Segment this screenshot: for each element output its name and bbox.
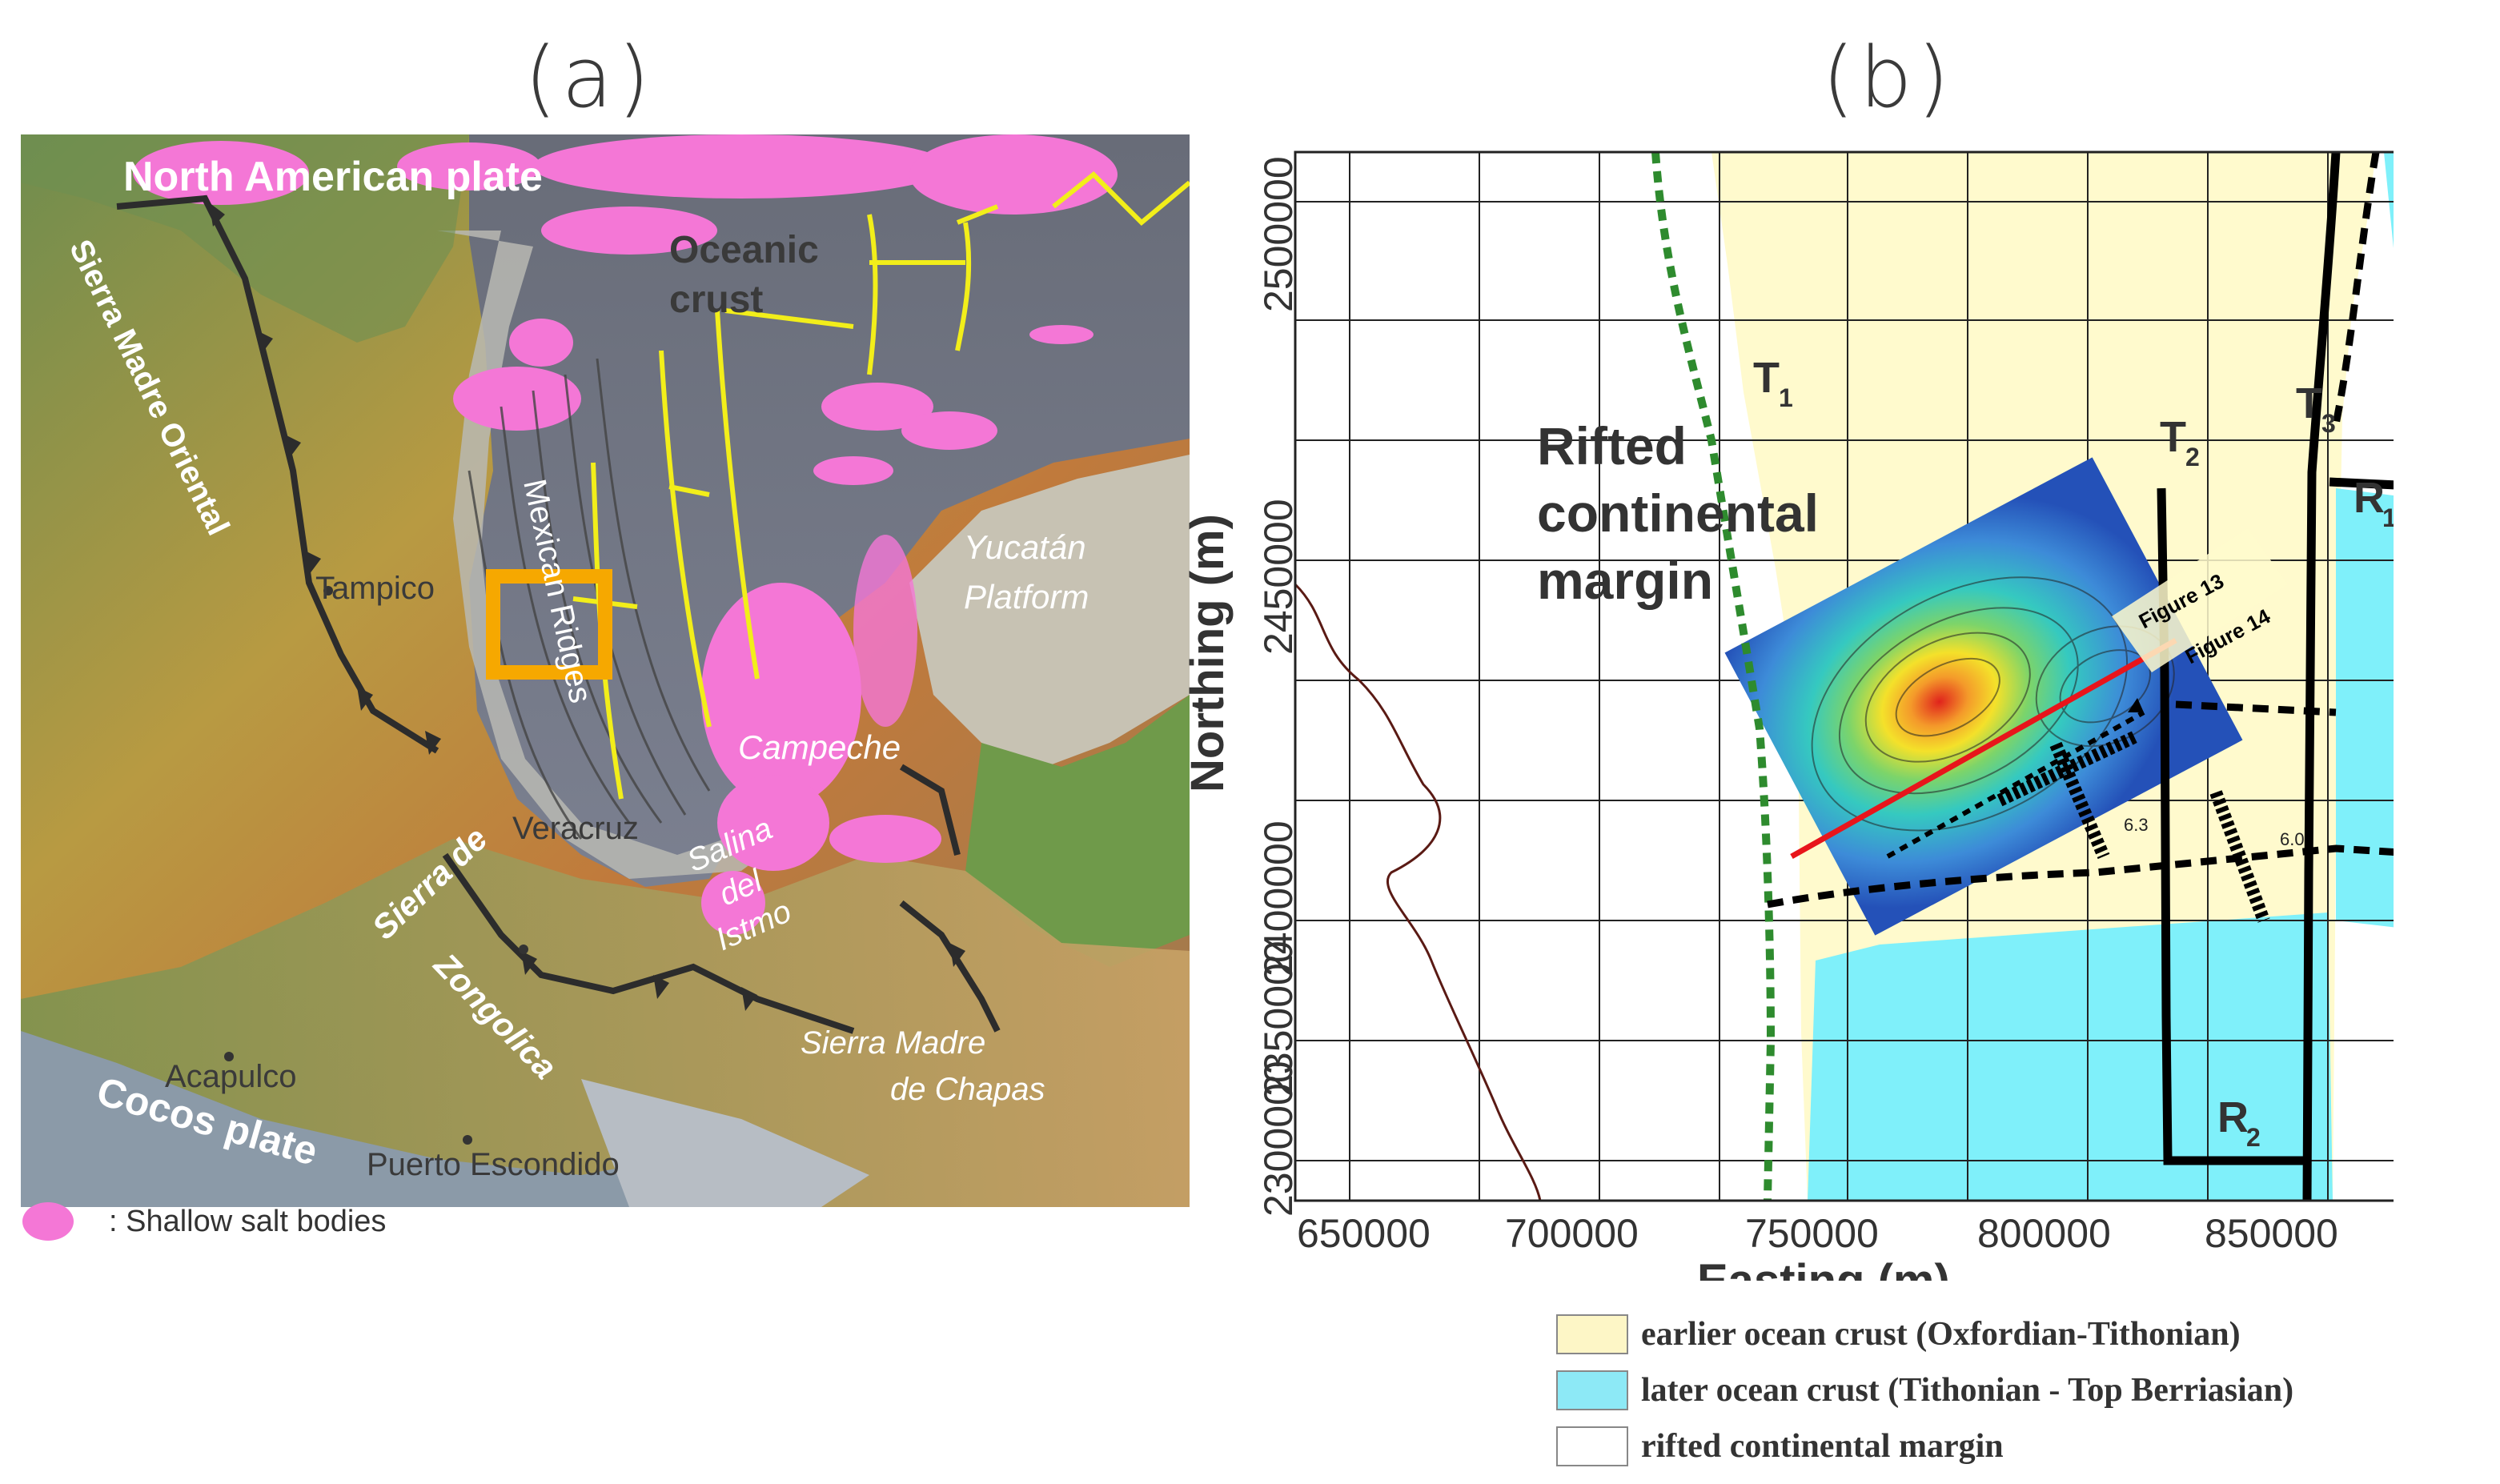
t3-subscript: 3 — [2321, 409, 2336, 438]
x-tick-800000: 800000 — [1977, 1211, 2111, 1256]
r1-subscript: 1 — [2382, 503, 2394, 532]
thrust-teeth — [209, 203, 965, 1011]
label-veracruz: Veracruz — [512, 811, 639, 846]
panel-b-map: Figure 13 Figure 14 6.3 6.0 Rifted conti… — [1182, 150, 2394, 1281]
x-axis-title: Easting (m) — [1697, 1255, 1950, 1281]
legend-row-rifted-margin: rifted continental margin — [1556, 1426, 2004, 1466]
contour-label-a: 6.3 — [2124, 815, 2149, 835]
t1-label: T — [1753, 354, 1780, 402]
y-tick-2500000: 2500000 — [1256, 156, 1301, 312]
label-oceanic-2: crust — [669, 279, 763, 321]
salt-bodies — [133, 134, 1118, 935]
x-tick-700000: 700000 — [1505, 1211, 1639, 1256]
label-north-american-plate: North American plate — [123, 154, 543, 200]
x-tick-850000: 850000 — [2205, 1211, 2338, 1256]
legend-label-late-crust: later ocean crust (Tithonian - Top Berri… — [1641, 1372, 2294, 1409]
contour-label-b: 6.0 — [2280, 829, 2305, 849]
legend-row-late-crust: later ocean crust (Tithonian - Top Berri… — [1556, 1370, 2293, 1410]
label-yucatan-2: Platform — [964, 578, 1089, 616]
t2-label: T — [2160, 413, 2186, 461]
label-sierra-chapas-2: de Chapas — [890, 1072, 1045, 1107]
r2-subscript: 2 — [2246, 1123, 2261, 1152]
r2-label: R — [2217, 1093, 2249, 1141]
label-oceanic-1: Oceanic — [669, 229, 819, 271]
legend-swatch-rifted-margin — [1556, 1426, 1628, 1466]
late-crust-south — [1808, 912, 2333, 1201]
legend-swatch-late-crust — [1556, 1370, 1628, 1410]
y-tick-2350000: 2350000 — [1256, 941, 1301, 1097]
rifted-label-2: continental — [1537, 483, 1819, 543]
rifted-label-1: Rifted — [1537, 416, 1687, 475]
legend-label-early-crust: earlier ocean crust (Oxfordian-Tithonian… — [1641, 1316, 2241, 1353]
y-axis-title: Northing (m) — [1182, 514, 1234, 792]
crust-boundaries — [1767, 151, 2394, 908]
profile-figure-14 — [1886, 710, 2145, 859]
t2-subscript: 2 — [2185, 443, 2200, 471]
t1-boundary — [1651, 151, 1776, 1201]
legend-row-early-crust: earlier ocean crust (Oxfordian-Tithonian… — [1556, 1314, 2241, 1354]
label-yucatan-1: Yucatán — [964, 528, 1086, 566]
x-tick-750000: 750000 — [1745, 1211, 1879, 1256]
y-tick-2400000: 2400000 — [1256, 820, 1301, 977]
label-tampico: Tampico — [315, 571, 435, 606]
profile-figure-13 — [1790, 637, 2177, 860]
t3-label: T — [2296, 379, 2322, 427]
salt-legend-label: : Shallow salt bodies — [109, 1204, 387, 1238]
panel-b-label: (b) — [1822, 29, 1955, 126]
legend-swatch-early-crust — [1556, 1314, 1628, 1354]
y-tick-2450000: 2450000 — [1256, 499, 1301, 655]
label-campeche: Campeche — [738, 728, 901, 766]
t1-subscript: 1 — [1779, 383, 1793, 412]
y-tick-2300000: 2300000 — [1256, 1061, 1301, 1217]
panel-a-label: (a) — [524, 29, 655, 126]
coastline — [1294, 583, 1542, 1201]
label-puerto-escondido: Puerto Escondido — [367, 1147, 620, 1182]
salt-legend-swatch — [22, 1202, 74, 1241]
study-area-box — [486, 569, 612, 680]
late-crust-middle — [2336, 488, 2394, 928]
x-tick-650000: 650000 — [1297, 1211, 1431, 1256]
panel-a-map: North American plate Oceanic crust Sierr… — [21, 134, 1190, 1207]
late-crust-east — [2384, 152, 2394, 248]
label-acapulco: Acapulco — [165, 1059, 297, 1094]
label-sierra-chapas-1: Sierra Madre — [801, 1025, 985, 1061]
rifted-label-3: margin — [1537, 551, 1713, 610]
legend-label-rifted-margin: rifted continental margin — [1641, 1428, 2004, 1465]
r1-label: R — [2354, 474, 2385, 522]
salt-legend: : Shallow salt bodies — [22, 1202, 386, 1241]
